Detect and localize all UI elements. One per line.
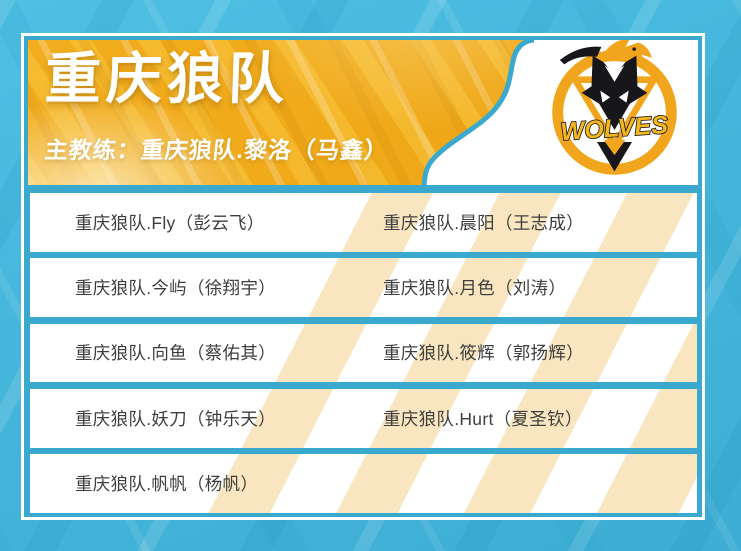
player-row: 重庆狼队.帆帆（杨帆）: [30, 454, 697, 513]
player-name: 重庆狼队.Hurt（夏圣钦）: [383, 408, 583, 429]
player-name: 重庆狼队.向鱼（蔡佑其）: [75, 343, 276, 364]
player-row: 重庆狼队.向鱼（蔡佑其） 重庆狼队.筱辉（郭扬辉）: [30, 323, 697, 383]
player-name: 重庆狼队.妖刀（钟乐天）: [75, 408, 276, 429]
logo-gold-triangle: [603, 139, 626, 156]
player-name: 重庆狼队.月色（刘涛）: [383, 278, 567, 299]
wolf-eye-left: [600, 90, 611, 103]
wolf-head-notch: [604, 65, 625, 82]
player-name: 重庆狼队.晨阳（王志成）: [383, 212, 584, 233]
player-row: 重庆狼队.今屿（徐翔宇） 重庆狼队.月色（刘涛）: [30, 258, 697, 318]
coach-line: 主教练：重庆狼队.黎洛（马鑫）: [43, 137, 390, 164]
logo-dragon-head: [603, 40, 652, 66]
wolf-head-icon: [581, 55, 648, 130]
player-name: 重庆狼队.Fly（彭云飞）: [75, 212, 265, 233]
player-name: 重庆狼队.今屿（徐翔宇）: [75, 278, 276, 299]
team-roster-card: 重庆狼队 主教练：重庆狼队.黎洛（马鑫） WOLVES 重庆狼队.Fly（彭云飞…: [21, 33, 705, 520]
team-logo: WOLVES: [552, 40, 677, 175]
player-row: 重庆狼队.妖刀（钟乐天） 重庆狼队.Hurt（夏圣钦）: [30, 388, 697, 448]
roster-rows: 重庆狼队.Fly（彭云飞） 重庆狼队.晨阳（王志成） 重庆狼队.今屿（徐翔宇） …: [30, 193, 697, 513]
header-banner: 重庆狼队 主教练：重庆狼队.黎洛（马鑫） WOLVES: [28, 40, 698, 185]
logo-black-triangle: [597, 142, 632, 172]
logo-dragon-eye: [632, 47, 636, 51]
header-titles: 重庆狼队 主教练：重庆狼队.黎洛（马鑫）: [43, 47, 390, 165]
player-name: 重庆狼队.筱辉（郭扬辉）: [383, 343, 584, 364]
wolf-eye-right: [618, 90, 629, 103]
player-name: 重庆狼队.帆帆（杨帆）: [75, 474, 259, 495]
player-row: 重庆狼队.Fly（彭云飞） 重庆狼队.晨阳（王志成）: [30, 193, 697, 252]
team-title: 重庆狼队: [43, 47, 291, 110]
logo-swoosh: [559, 46, 602, 65]
